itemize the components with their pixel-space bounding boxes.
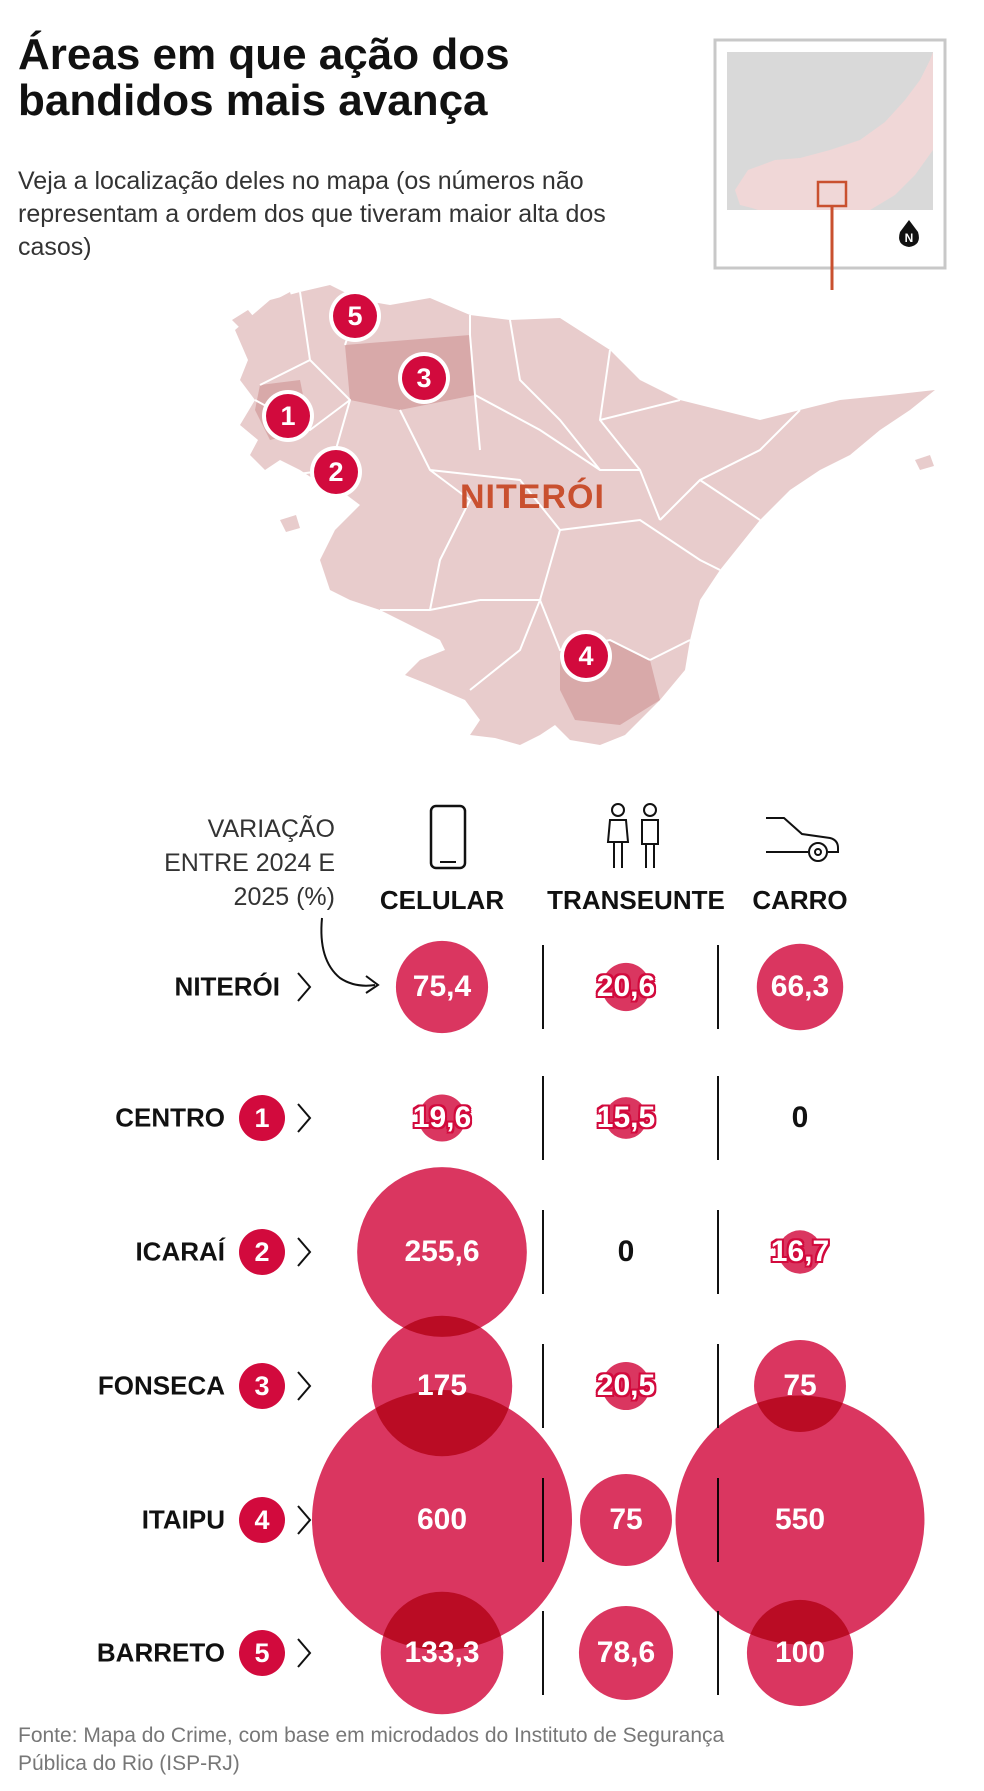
pedestrians-icon (606, 803, 659, 868)
svg-text:N: N (905, 231, 914, 245)
value-label-itaipu-celular: 600 (416, 1503, 468, 1536)
map-marker-5: 5 (333, 294, 377, 338)
bubble-itaipu-celular (312, 1390, 572, 1650)
value-label-icaraí-transeunte: 0 (617, 1235, 635, 1268)
row-marker-1: 1 (239, 1095, 285, 1141)
chevron-right-icon (297, 1371, 312, 1401)
bubble-fonseca-transeunte (601, 1361, 651, 1411)
map-marker-2: 2 (314, 450, 358, 494)
bubble-itaipu-carro (675, 1395, 925, 1645)
bubble-niterói-transeunte (601, 962, 651, 1012)
chevron-right-icon (297, 972, 312, 1002)
chevron-right-icon (297, 1505, 312, 1535)
value-label-niterói-carro: 66,3 (770, 970, 830, 1003)
page-title: Áreas em que ação dos bandidos mais avan… (18, 30, 510, 125)
map-marker-1: 1 (266, 394, 310, 438)
car-icon (766, 817, 839, 862)
page-subtitle: Veja a localização deles no mapa (os núm… (18, 167, 606, 261)
column-header-transeunte: TRANSEUNTE (547, 885, 725, 915)
value-label-fonseca-carro: 75 (783, 1369, 817, 1402)
value-label-icaraí-carro: 16,7 (770, 1235, 830, 1268)
row-label-niterói: NITERÓI (174, 971, 280, 1002)
map-marker-3: 3 (402, 356, 446, 400)
row-marker-4: 4 (239, 1497, 285, 1543)
source-note: Fonte: Mapa do Crime, com base em microd… (18, 1724, 725, 1775)
map-city-label: NITERÓI (460, 478, 605, 516)
bubble-itaipu-transeunte (580, 1474, 672, 1566)
value-label-niterói-transeunte: 20,6 (596, 970, 656, 1003)
row-label-barreto: BARRETO (96, 1637, 225, 1668)
bubble-icaraí-carro (778, 1230, 822, 1274)
bubble-icaraí-celular (357, 1167, 527, 1337)
locator-arrow (830, 206, 834, 290)
value-label-fonseca-transeunte: 20,5 (596, 1369, 656, 1402)
row-marker-5: 5 (239, 1630, 285, 1676)
chevron-right-icon (297, 1638, 312, 1668)
column-header-carro: CARRO (752, 885, 848, 915)
phone-icon (429, 804, 467, 870)
variation-pointer-arrow (320, 917, 380, 994)
row-label-icaraí: ICARAÍ (135, 1236, 225, 1267)
bubble-barreto-carro (746, 1599, 854, 1707)
row-label-fonseca: FONSECA (97, 1370, 225, 1401)
bubble-barreto-transeunte (578, 1605, 674, 1701)
value-label-barreto-celular: 133,3 (404, 1636, 480, 1669)
bubble-niterói-carro (756, 943, 844, 1031)
variation-label: VARIAÇÃO ENTRE 2024 E 2025 (%) (164, 815, 335, 911)
niteroi-islands (232, 292, 934, 532)
bubble-niterói-celular (395, 940, 489, 1034)
bubble-centro-transeunte (605, 1097, 647, 1139)
column-header-celular: CELULAR (379, 885, 505, 915)
bubble-barreto-celular (380, 1591, 504, 1715)
row-marker-2: 2 (239, 1229, 285, 1275)
row-marker-3: 3 (239, 1363, 285, 1409)
value-label-itaipu-transeunte: 75 (609, 1503, 643, 1536)
value-label-barreto-transeunte: 78,6 (596, 1636, 656, 1669)
value-label-centro-celular: 19,6 (412, 1101, 472, 1134)
row-label-itaipu: ITAIPU (141, 1504, 225, 1535)
value-label-centro-transeunte: 15,5 (596, 1101, 656, 1134)
value-label-barreto-carro: 100 (774, 1636, 826, 1669)
map-marker-4: 4 (564, 634, 608, 678)
value-label-centro-carro: 0 (791, 1101, 809, 1134)
locator-map: N (713, 38, 947, 290)
value-label-icaraí-celular: 255,6 (404, 1235, 480, 1268)
chevron-right-icon (297, 1103, 312, 1133)
chevron-right-icon (297, 1237, 312, 1267)
value-label-itaipu-carro: 550 (774, 1503, 826, 1536)
value-label-fonseca-celular: 175 (416, 1369, 468, 1402)
row-label-centro: CENTRO (115, 1102, 225, 1133)
north-icon: N (899, 220, 919, 247)
bubble-centro-celular (418, 1094, 466, 1142)
value-label-niterói-celular: 75,4 (412, 970, 472, 1003)
locator-state-shape (735, 52, 933, 218)
